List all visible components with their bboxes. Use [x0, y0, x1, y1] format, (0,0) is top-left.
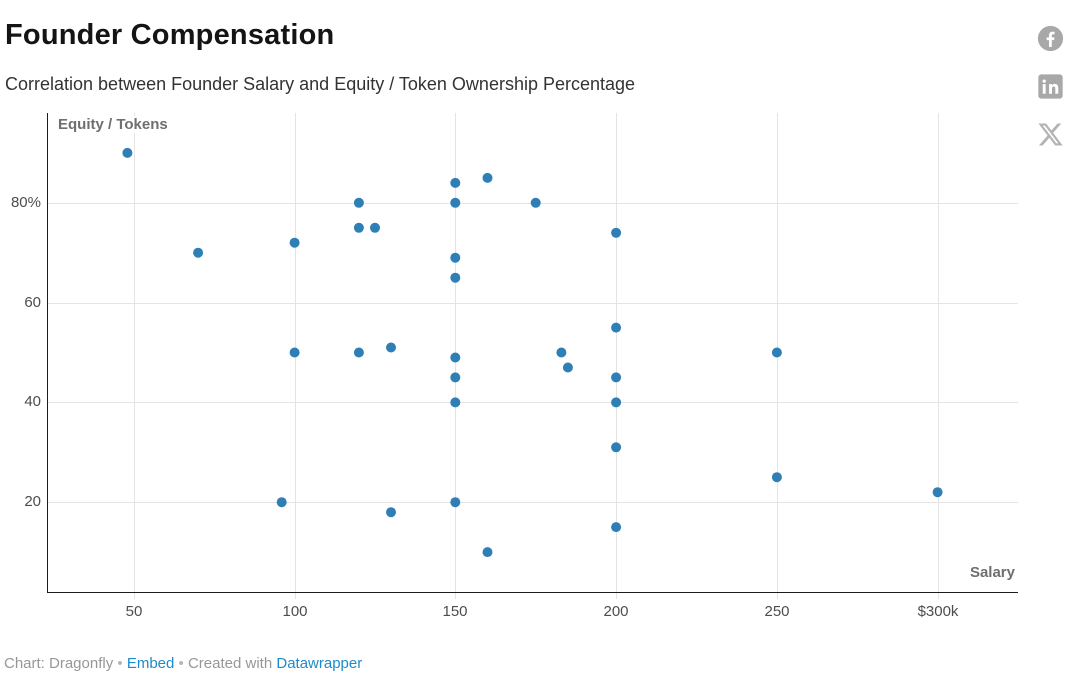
data-point[interactable] [450, 252, 461, 263]
embed-link[interactable]: Embed [126, 655, 175, 672]
data-point[interactable] [353, 197, 364, 208]
x-tick-label: 200 [603, 603, 629, 620]
data-point[interactable] [562, 362, 573, 373]
data-point[interactable] [353, 347, 364, 358]
x-icon [1038, 123, 1063, 146]
data-point[interactable] [611, 522, 622, 533]
data-point[interactable] [771, 472, 782, 483]
data-point[interactable] [450, 397, 461, 408]
chart-subtitle: Correlation between Founder Salary and E… [5, 74, 636, 94]
facebook-share-button[interactable] [1037, 25, 1064, 52]
data-point[interactable] [530, 197, 541, 208]
footer-separator-2: • [178, 655, 184, 672]
y-tick-label: 40 [24, 393, 41, 410]
data-point[interactable] [611, 372, 622, 383]
data-point[interactable] [450, 177, 461, 188]
chart-title: Founder Compensation [5, 19, 335, 51]
data-point[interactable] [450, 272, 461, 283]
data-point[interactable] [276, 497, 287, 508]
data-point[interactable] [611, 322, 622, 333]
x-axis-title: Salary [966, 564, 1018, 581]
share-buttons [1037, 25, 1064, 148]
data-point[interactable] [122, 147, 133, 158]
data-point[interactable] [611, 227, 622, 238]
y-tick-label: 80% [10, 194, 41, 211]
data-point[interactable] [386, 342, 396, 353]
data-point[interactable] [482, 172, 493, 183]
data-point[interactable] [932, 487, 943, 498]
footer: Chart: Dragonfly • Embed • Created with … [4, 655, 362, 672]
footer-credit: Chart: Dragonfly [4, 655, 114, 672]
x-tick-label: 150 [442, 603, 468, 620]
data-point[interactable] [450, 352, 461, 363]
data-point[interactable] [450, 197, 461, 208]
data-point[interactable] [771, 347, 782, 358]
data-point[interactable] [556, 347, 567, 358]
data-point[interactable] [450, 497, 461, 508]
data-point[interactable] [450, 372, 461, 383]
linkedin-share-button[interactable] [1037, 73, 1064, 100]
footer-separator: • [117, 655, 123, 672]
datawrapper-link[interactable]: Datawrapper [276, 655, 363, 672]
linkedin-icon [1038, 74, 1063, 99]
footer-created-with: Created with [187, 655, 273, 672]
facebook-icon [1037, 25, 1064, 52]
data-point[interactable] [353, 222, 364, 233]
x-share-button[interactable] [1037, 121, 1064, 148]
x-tick-label: 50 [125, 603, 143, 620]
data-point[interactable] [193, 247, 204, 258]
data-point[interactable] [386, 507, 396, 518]
x-tick-label: 100 [282, 603, 308, 620]
data-point[interactable] [611, 397, 622, 408]
x-tick-label: 250 [764, 603, 790, 620]
y-axis-title: Equity / Tokens [55, 116, 171, 133]
data-point[interactable] [289, 347, 300, 358]
data-point[interactable] [370, 222, 380, 233]
y-tick-label: 20 [24, 493, 41, 510]
y-tick-label: 60 [24, 294, 41, 311]
data-point[interactable] [611, 442, 622, 453]
x-tick-label: $300k [917, 603, 959, 620]
data-point[interactable] [289, 237, 300, 248]
data-point[interactable] [482, 547, 493, 558]
